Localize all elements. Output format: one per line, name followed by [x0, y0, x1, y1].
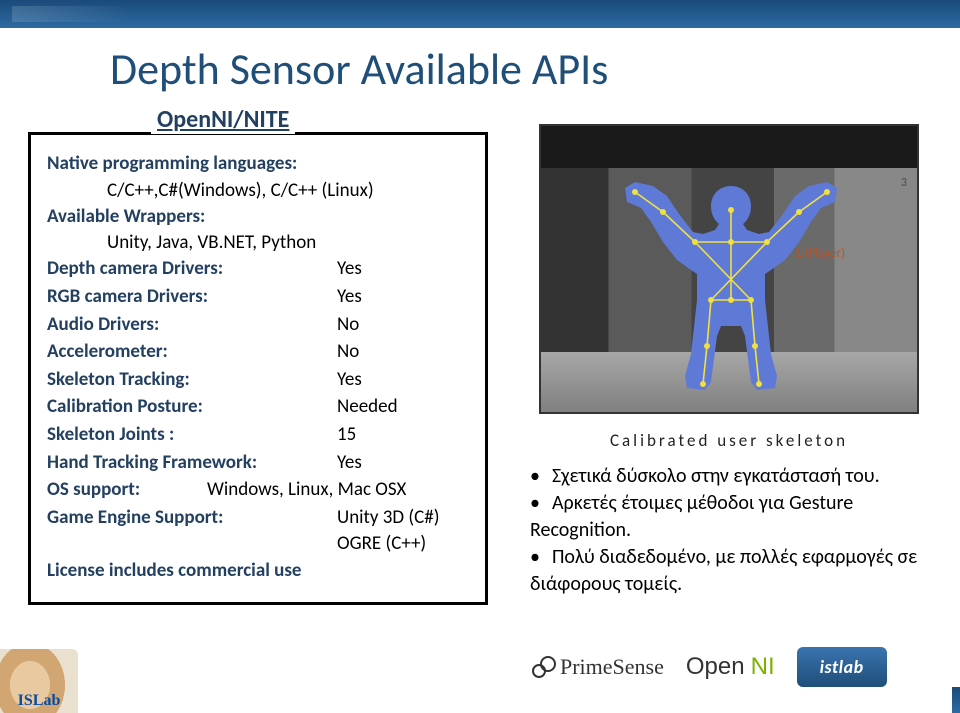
rgb-drivers-value: Yes [337, 284, 469, 310]
logo-row: PrimeSense OpenNI istlab [532, 647, 887, 687]
joints-label: Skeleton Joints : [47, 422, 337, 448]
joints-value: 15 [337, 422, 469, 448]
os-label: OS support: [47, 477, 207, 503]
api-heading: OpenNI/NITE [151, 105, 295, 134]
audio-drivers-label: Audio Drivers: [47, 312, 337, 338]
figure-caption: Calibrated user skeleton [520, 430, 938, 451]
bullet-item: Σχετικά δύσκολο στην εγκατάστασή του. [530, 463, 938, 490]
openni-text-b: NI [751, 653, 775, 681]
depth-drivers-label: Depth camera Drivers: [47, 256, 337, 282]
rgb-drivers-label: RGB camera Drivers: [47, 284, 337, 310]
api-panel: OpenNI/NITE Native programming languages… [28, 132, 488, 605]
depth-figure: 3 1 (Player) [539, 124, 919, 414]
top-banner [0, 0, 960, 28]
bottom-right-accent [952, 687, 960, 713]
primesense-text: PrimeSense [560, 654, 664, 680]
islab-corner-text: ISLab [18, 692, 61, 710]
calib-label: Calibration Posture: [47, 394, 337, 420]
primesense-logo: PrimeSense [532, 654, 664, 680]
primesense-icon [532, 656, 554, 678]
openni-logo: OpenNI [686, 653, 775, 681]
user-silhouette [615, 180, 847, 390]
skeleton-tracking-label: Skeleton Tracking: [47, 367, 337, 393]
depth-drivers-value: Yes [337, 256, 469, 282]
accel-label: Accelerometer: [47, 339, 337, 365]
islab-corner-badge: ISLab [0, 649, 78, 713]
native-lang-value: C/C++,C#(Windows), C/C++ (Linux) [47, 179, 469, 202]
bullet-item: Αρκετές έτοιμες μέθοδοι για Gesture Reco… [530, 490, 938, 544]
hand-label: Hand Tracking Framework: [47, 450, 337, 476]
bullet-list: Σχετικά δύσκολο στην εγκατάστασή του. Αρ… [520, 463, 938, 598]
page-title: Depth Sensor Available APIs [110, 42, 608, 96]
bullet-item: Πολύ διαδεδομένο, με πολλές εφαρμογές σε… [530, 544, 938, 598]
skeleton-tracking-value: Yes [337, 367, 469, 393]
engine-label: Game Engine Support: [47, 505, 337, 556]
figure-corner-number: 3 [901, 176, 907, 190]
audio-drivers-value: No [337, 312, 469, 338]
calib-value: Needed [337, 394, 469, 420]
engine-value: Unity 3D (C#) OGRE (C++) [337, 505, 469, 556]
istlab-logo: istlab [797, 647, 887, 687]
wrappers-value: Unity, Java, VB.NET, Python [47, 231, 469, 254]
os-value: Windows, Linux, Mac OSX [207, 477, 469, 503]
istlab-text: istlab [820, 656, 864, 678]
wrappers-label: Available Wrappers: [47, 204, 205, 230]
license-label: License includes commercial use [47, 558, 302, 584]
native-lang-label: Native programming languages: [47, 151, 297, 177]
right-column: 3 1 (Player) [520, 124, 938, 598]
hand-value: Yes [337, 450, 469, 476]
openni-text-a: Open [686, 653, 745, 681]
accel-value: No [337, 339, 469, 365]
